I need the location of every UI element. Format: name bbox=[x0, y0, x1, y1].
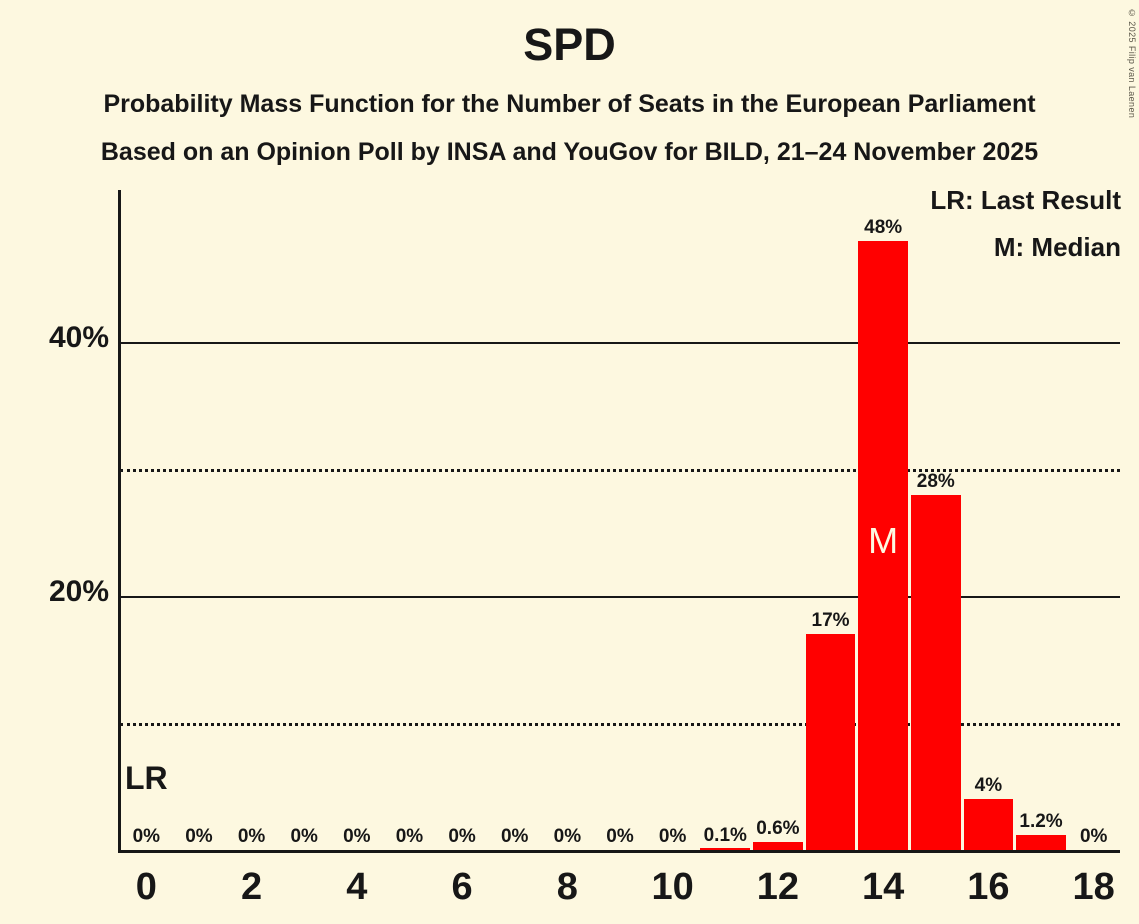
bar-value-label-6: 0% bbox=[448, 826, 476, 847]
bar-value-label-10: 0% bbox=[658, 826, 687, 847]
bar-value-label-0: 0% bbox=[132, 826, 161, 847]
bar-value-label-7: 0% bbox=[500, 826, 529, 847]
x-axis-line bbox=[118, 850, 1120, 853]
x-tick-label-8: 8 bbox=[556, 866, 578, 908]
chart-subtitle-source: Based on an Opinion Poll by INSA and You… bbox=[100, 138, 1039, 166]
x-tick-label-0: 0 bbox=[135, 866, 157, 908]
bar-value-label-14: 48% bbox=[864, 216, 903, 238]
y-axis-line bbox=[118, 190, 121, 852]
gridline-minor-30 bbox=[120, 469, 1120, 473]
x-tick-label-14: 14 bbox=[862, 866, 905, 908]
bar-value-label-18: 0% bbox=[1079, 826, 1108, 847]
page-title: SPD bbox=[523, 19, 616, 70]
bar-seat-13[interactable] bbox=[805, 634, 856, 850]
last-result-marker: LR bbox=[124, 760, 168, 796]
bar-value-label-11: 0.1% bbox=[703, 824, 747, 846]
copyright-notice: © 2025 Filip van Laenen bbox=[1127, 8, 1137, 119]
bar-value-label-2: 0% bbox=[237, 826, 266, 847]
bar-seat-16[interactable] bbox=[963, 799, 1014, 850]
plot-area: 0% LR 0% 0% 0% 0% 0% 0% 0% 0% 0% 0% 0.1% 0.6% 17% 48% M 2… bbox=[120, 190, 1120, 850]
x-tick-label-4: 4 bbox=[346, 866, 368, 908]
legend-last-result: LR: Last Result bbox=[930, 185, 1121, 215]
bar-value-label-12: 0.6% bbox=[756, 818, 800, 840]
bar-value-label-1: 0% bbox=[185, 826, 213, 847]
median-marker: M bbox=[868, 520, 899, 561]
bar-seat-14[interactable] bbox=[858, 240, 908, 850]
y-tick-label-40%: 40% bbox=[48, 321, 109, 355]
y-tick-label-20%: 20% bbox=[48, 575, 109, 609]
bar-seat-17[interactable] bbox=[1016, 834, 1066, 850]
x-tick-label-18: 18 bbox=[1072, 866, 1115, 908]
legend-median: M: Median bbox=[993, 232, 1121, 262]
bar-seat-12[interactable] bbox=[753, 842, 803, 850]
bar-seat-15[interactable] bbox=[910, 494, 961, 850]
gridline-major-40 bbox=[120, 342, 1120, 345]
bar-value-label-9: 0% bbox=[606, 826, 634, 847]
bar-value-label-4: 0% bbox=[343, 826, 371, 847]
bar-value-label-15: 28% bbox=[916, 470, 955, 492]
bar-value-label-5: 0% bbox=[395, 826, 424, 847]
x-tick-label-10: 10 bbox=[651, 866, 694, 908]
gridline-major-20 bbox=[120, 596, 1120, 599]
x-tick-label-2: 2 bbox=[240, 866, 263, 908]
x-tick-label-12: 12 bbox=[756, 866, 800, 908]
x-tick-label-6: 6 bbox=[451, 866, 473, 908]
bar-value-label-8: 0% bbox=[553, 826, 582, 847]
bar-value-label-16: 4% bbox=[974, 775, 1003, 797]
x-tick-label-16: 16 bbox=[967, 866, 1010, 908]
bar-value-label-3: 0% bbox=[290, 826, 318, 847]
bar-value-label-17: 1.2% bbox=[1019, 810, 1063, 832]
gridline-minor-10 bbox=[120, 723, 1120, 727]
bar-seat-11[interactable] bbox=[700, 848, 751, 850]
bar-value-label-13: 17% bbox=[811, 610, 850, 632]
chart-subtitle-primary: Probability Mass Function for the Number… bbox=[103, 90, 1036, 118]
